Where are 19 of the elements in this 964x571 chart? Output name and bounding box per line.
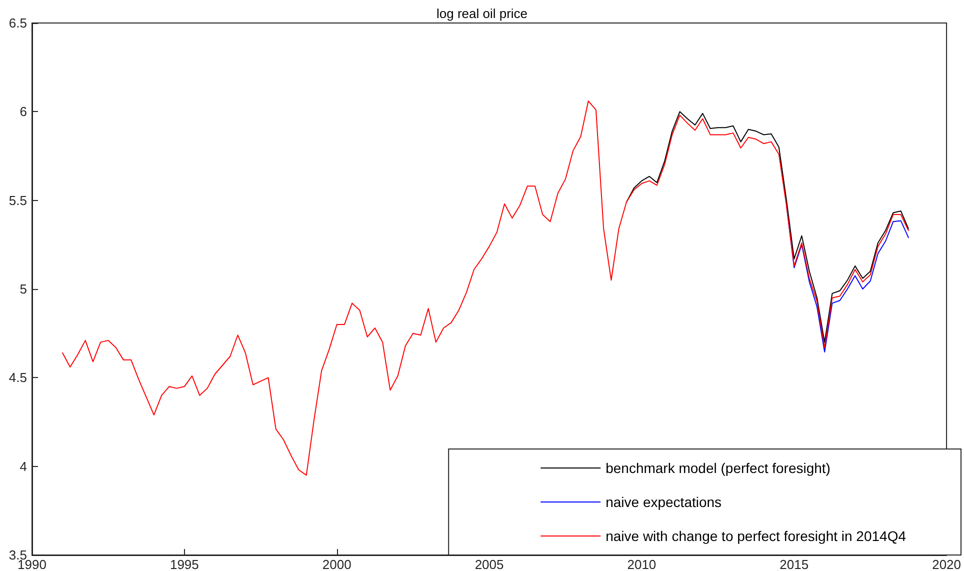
y-tick-label: 6.5	[8, 16, 27, 30]
x-tick-label: 2010	[627, 557, 656, 571]
line-series	[626, 111, 909, 343]
legend-label: naive with change to perfect foresight in 2014Q4	[606, 528, 906, 544]
x-tick-label: 2015	[780, 557, 809, 571]
legend-label: benchmark model (perfect foresight)	[606, 460, 830, 476]
x-tick-label: 1995	[170, 557, 199, 571]
y-tick-label: 4	[20, 458, 27, 474]
x-tick-label: 2000	[322, 557, 352, 571]
x-tick-label: 2005	[474, 557, 504, 571]
y-tick-label: 5	[20, 282, 27, 296]
line-series	[62, 100, 909, 476]
line-series	[786, 205, 909, 352]
chart-title: log real oil price	[436, 6, 528, 21]
y-tick-label: 5.5	[8, 192, 27, 208]
y-tick-label: 4.5	[8, 370, 27, 386]
legend-label: naive expectations	[606, 494, 722, 510]
x-tick-label: 2020	[932, 557, 961, 571]
y-tick-label: 6	[20, 104, 27, 120]
